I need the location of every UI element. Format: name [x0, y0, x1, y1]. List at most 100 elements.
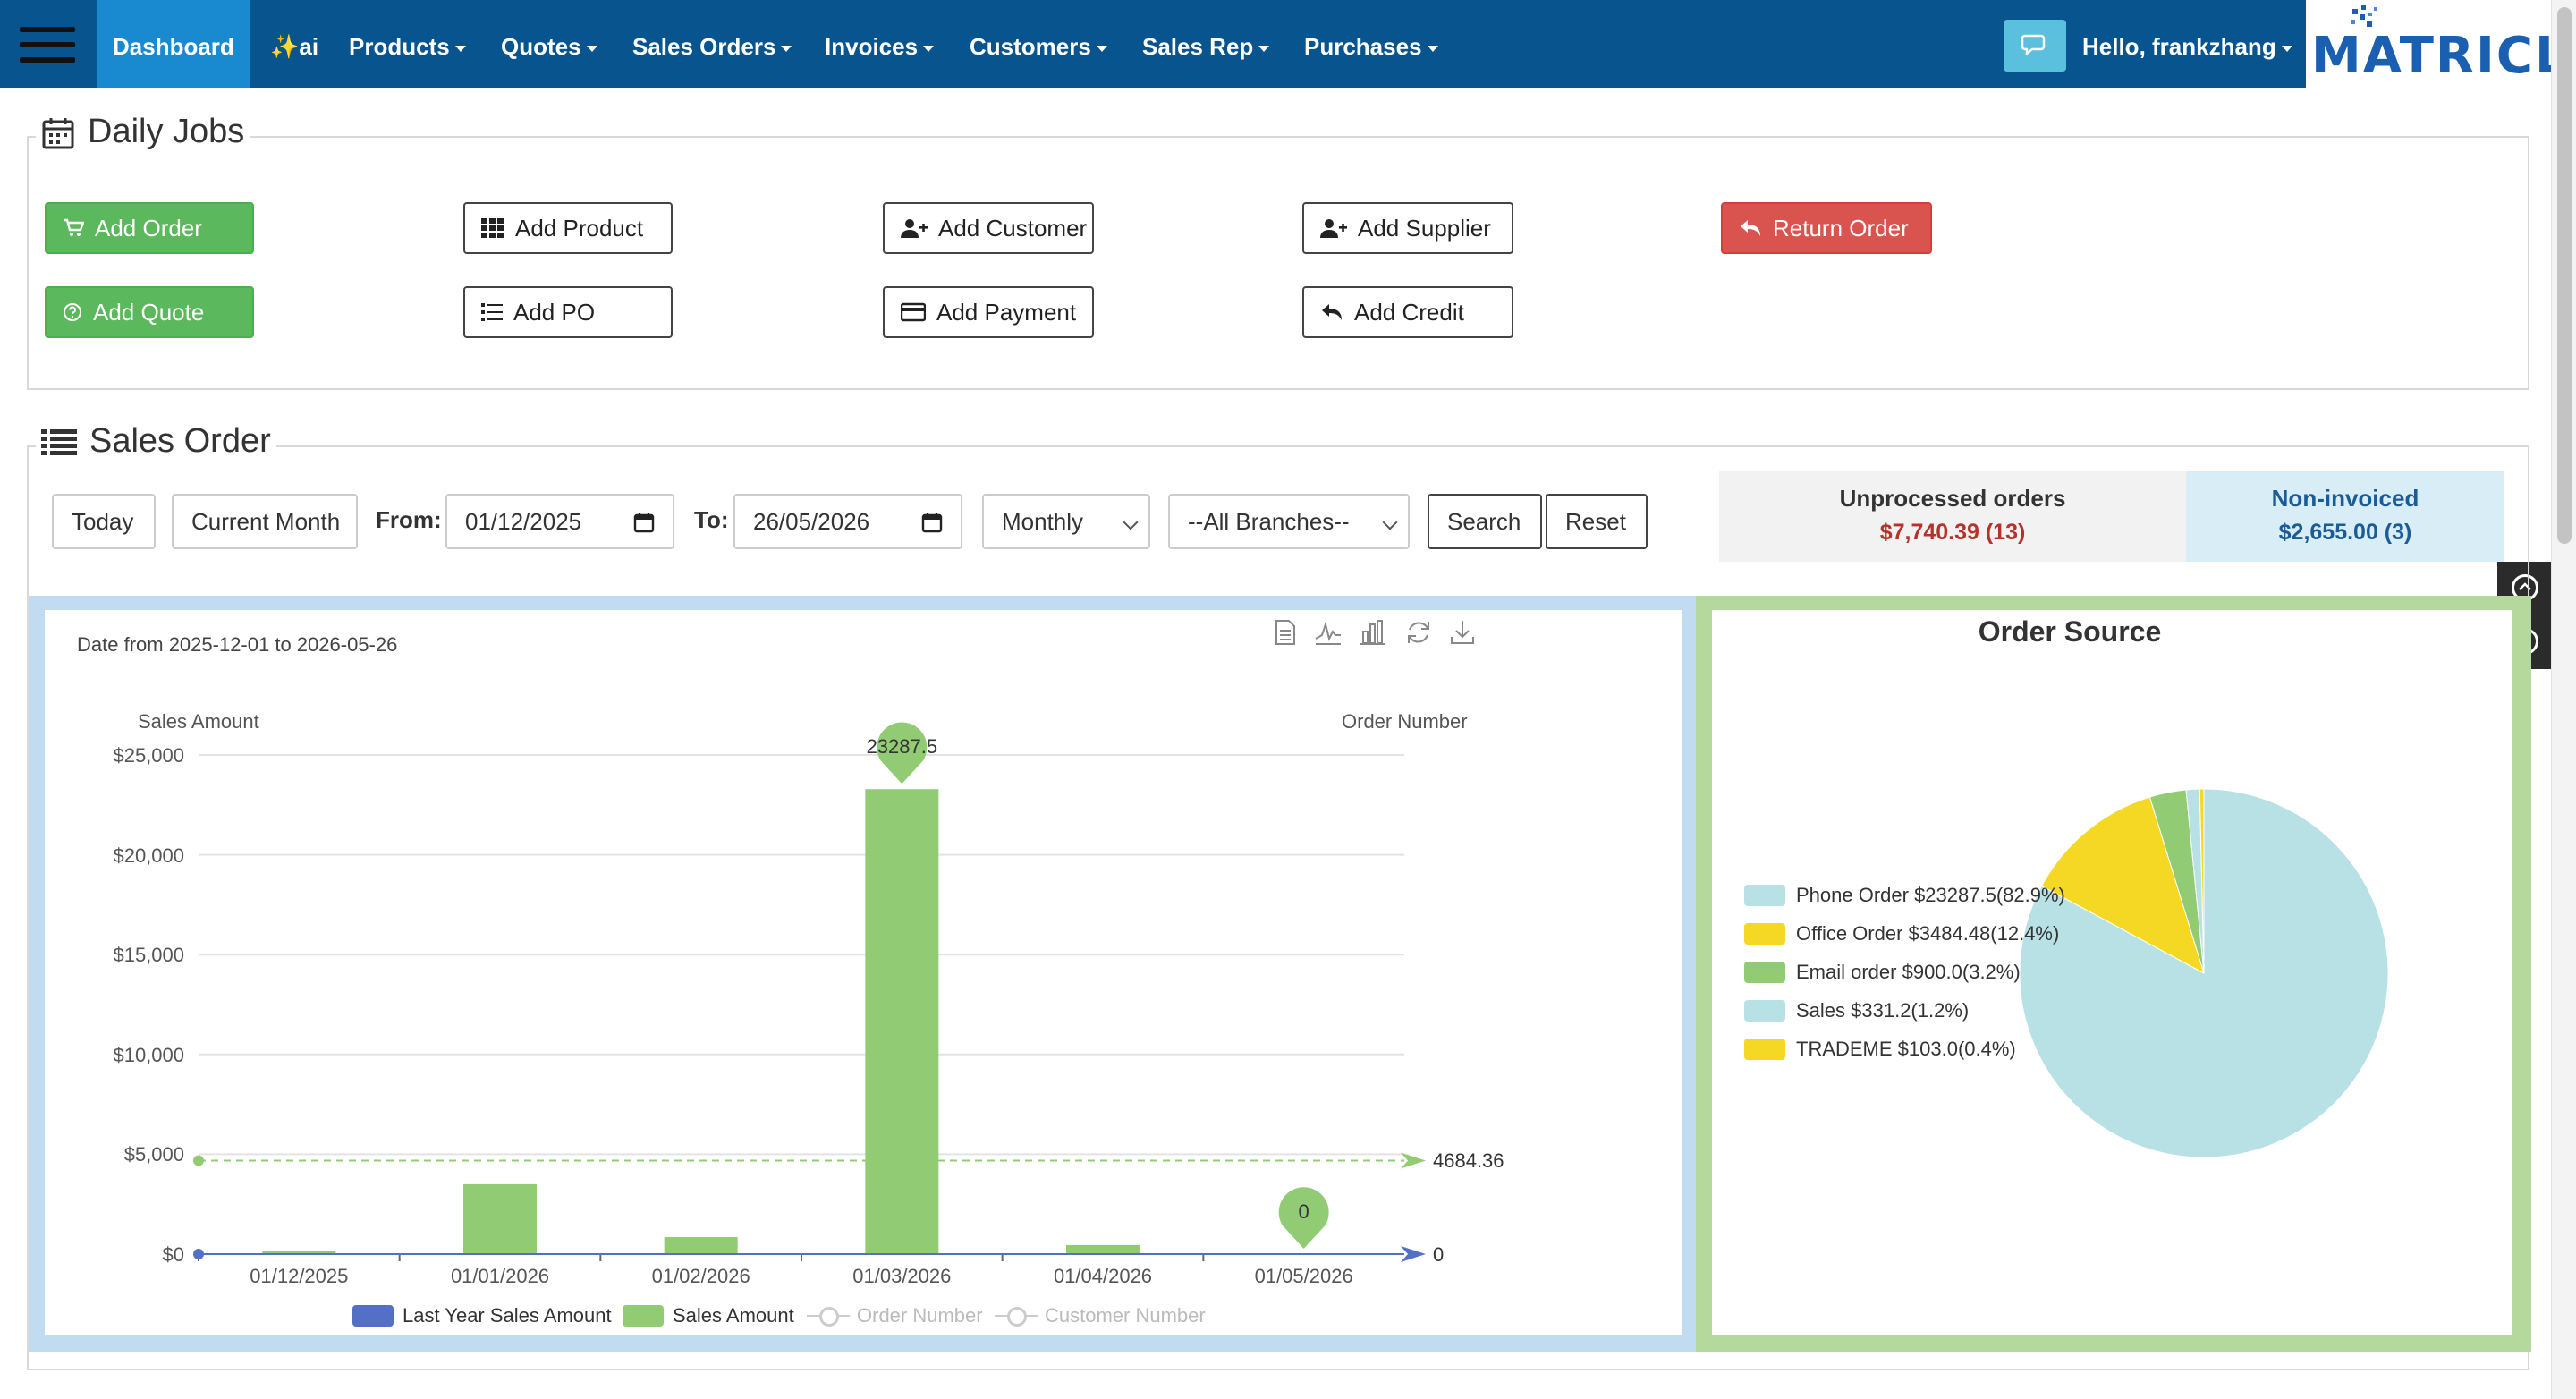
sales-bar: [664, 1237, 738, 1254]
hamburger-menu-icon[interactable]: [20, 27, 75, 64]
pie-slice[interactable]: [2040, 796, 2205, 975]
sales-chart-area: [45, 610, 1682, 1335]
unprocessed-orders-card[interactable]: Unprocessed orders $7,740.39 (13): [1719, 471, 2186, 562]
current-month-button[interactable]: Current Month: [172, 494, 358, 549]
legend-line-marker: [807, 1304, 850, 1327]
add-order-button[interactable]: Add Order: [45, 202, 254, 254]
grid-icon: [481, 218, 504, 238]
credit-card-icon: [901, 302, 926, 322]
nav-dashboard[interactable]: Dashboard: [97, 0, 250, 88]
nav-label: Invoices: [825, 33, 919, 60]
from-date-input[interactable]: 01/12/2025: [445, 494, 674, 549]
branch-select[interactable]: --All Branches--: [1168, 494, 1410, 549]
calendar-icon: [633, 513, 655, 533]
chat-icon: [2021, 34, 2046, 56]
bar-chart-icon[interactable]: [1360, 619, 1386, 650]
legend-label: Email order $900.0(3.2%): [1796, 961, 2021, 983]
button-label: Add Customer: [938, 214, 1088, 242]
caret-down-icon: [923, 45, 935, 52]
x-tick-label: 01/02/2026: [651, 1265, 750, 1287]
chat-button[interactable]: [2004, 20, 2066, 72]
caret-down-icon: [2281, 45, 2292, 52]
average-line-start-dot: [193, 1249, 204, 1259]
caret-down-icon: [454, 45, 466, 52]
pie-legend-item[interactable]: Office Order $3484.48(12.4%): [1744, 922, 2059, 945]
max-marker-pin: [877, 722, 928, 784]
select-value: Monthly: [1002, 507, 1084, 535]
legend-label: Order Number: [857, 1304, 983, 1327]
legend-label: TRADEME $103.0(0.4%): [1796, 1038, 2016, 1060]
legend-last-year[interactable]: Last Year Sales Amount: [352, 1304, 612, 1327]
button-label: Add Credit: [1354, 298, 1464, 326]
nav-quotes[interactable]: Quotes: [501, 0, 597, 88]
line-chart-icon[interactable]: [1315, 619, 1342, 650]
legend-swatch: [1744, 1000, 1785, 1022]
add-quote-button[interactable]: Add Quote: [45, 286, 254, 338]
x-tick-label: 01/03/2026: [852, 1265, 952, 1287]
button-label: Today: [72, 507, 134, 535]
add-payment-button[interactable]: Add Payment: [883, 286, 1094, 338]
pie-legend-item[interactable]: TRADEME $103.0(0.4%): [1744, 1038, 2016, 1061]
nav-sales-orders[interactable]: Sales Orders: [632, 0, 792, 88]
select-value: --All Branches--: [1188, 507, 1350, 535]
user-menu[interactable]: Hello, frankzhang: [2082, 0, 2292, 88]
sales-bar: [463, 1183, 537, 1254]
add-credit-button[interactable]: Add Credit: [1302, 286, 1513, 338]
button-label: Reset: [1565, 507, 1626, 535]
page-scrollbar[interactable]: [2551, 0, 2576, 1399]
nav-ai[interactable]: ✨ai: [270, 0, 318, 88]
cart-icon: [64, 218, 84, 236]
add-po-button[interactable]: Add PO: [463, 286, 673, 338]
legend-sales-amount[interactable]: Sales Amount: [623, 1304, 794, 1327]
pie-legend-item[interactable]: Sales $331.2(1.2%): [1744, 999, 1969, 1022]
legend-label: Office Order $3484.48(12.4%): [1796, 922, 2060, 945]
add-supplier-button[interactable]: Add Supplier: [1302, 202, 1513, 254]
nav-products[interactable]: Products: [349, 0, 466, 88]
from-label: From:: [376, 506, 442, 533]
download-icon[interactable]: [1449, 619, 1476, 650]
pie-slice[interactable]: [2199, 788, 2205, 974]
refresh-icon[interactable]: [1404, 619, 1433, 650]
search-button[interactable]: Search: [1428, 494, 1542, 549]
nav-label: ✨ai: [270, 33, 319, 60]
company-logo: MATRICLE: [2306, 0, 2551, 88]
to-date-input[interactable]: 26/05/2026: [733, 494, 962, 549]
legend-swatch: [1744, 1039, 1785, 1060]
non-invoiced-card[interactable]: Non-invoiced $2,655.00 (3): [2186, 471, 2504, 562]
nav-invoices[interactable]: Invoices: [825, 0, 935, 88]
average-line-arrow: [1401, 1246, 1426, 1262]
x-tick-label: 01/01/2026: [450, 1265, 550, 1287]
question-circle-icon: [64, 303, 81, 321]
legend-line-marker: [995, 1304, 1038, 1327]
pie-legend-item[interactable]: Email order $900.0(3.2%): [1744, 961, 2021, 984]
y2-axis-title: Order Number: [1342, 710, 1468, 733]
sales-bar: [865, 789, 939, 1254]
return-order-button[interactable]: Return Order: [1721, 202, 1932, 254]
nav-label: Quotes: [501, 33, 581, 60]
add-customer-button[interactable]: Add Customer: [883, 202, 1094, 254]
pie-chart-title: Order Source: [1978, 615, 2162, 648]
reset-button[interactable]: Reset: [1546, 494, 1648, 549]
greeting-text: Hello, frankzhang: [2082, 33, 2276, 60]
calendar-icon: [921, 513, 943, 533]
period-select[interactable]: Monthly: [982, 494, 1150, 549]
section-title: Sales Order: [89, 422, 271, 460]
nav-purchases[interactable]: Purchases: [1304, 0, 1438, 88]
average-line-label: 0: [1433, 1243, 1445, 1266]
today-button[interactable]: Today: [52, 494, 156, 549]
pie-legend-item[interactable]: Phone Order $23287.5(82.9%): [1744, 884, 2065, 907]
add-product-button[interactable]: Add Product: [463, 202, 673, 254]
scrollbar-thumb[interactable]: [2557, 7, 2572, 544]
nav-sales-rep[interactable]: Sales Rep: [1142, 0, 1270, 88]
caret-down-icon: [1258, 45, 1270, 52]
data-view-icon[interactable]: [1274, 619, 1297, 650]
legend-label: Sales Amount: [673, 1304, 794, 1327]
legend-order-number[interactable]: Order Number: [807, 1304, 983, 1327]
legend-customer-number[interactable]: Customer Number: [995, 1304, 1206, 1327]
button-label: Current Month: [191, 507, 341, 535]
nav-customers[interactable]: Customers: [970, 0, 1107, 88]
calendar-icon: [42, 117, 74, 149]
section-title: Daily Jobs: [88, 113, 245, 150]
legend-label: Customer Number: [1045, 1304, 1206, 1327]
